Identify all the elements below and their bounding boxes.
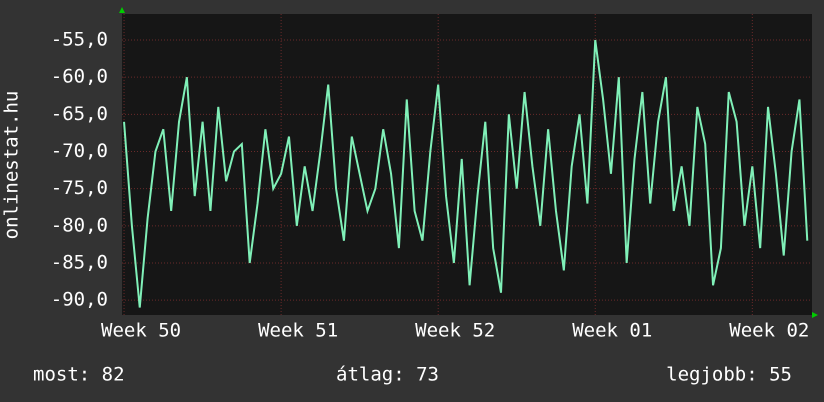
line-series xyxy=(123,39,809,308)
stat-average: átlag: 73 xyxy=(336,364,439,386)
y-tick-label: -55,0 xyxy=(51,29,108,51)
x-tick-label: Week 50 xyxy=(101,320,181,342)
y-tick-label: -75,0 xyxy=(51,177,108,199)
y-axis-label: onlinestat.hu xyxy=(1,91,23,240)
y-tick-label: -65,0 xyxy=(51,103,108,125)
plot-area xyxy=(122,14,812,315)
y-tick-label: -80,0 xyxy=(51,214,108,236)
stat-best: legjobb: 55 xyxy=(666,364,792,386)
y-tick-label: -85,0 xyxy=(51,251,108,273)
x-tick-label: Week 02 xyxy=(729,320,809,342)
x-tick-label: Week 52 xyxy=(415,320,495,342)
x-axis-arrow xyxy=(812,312,818,318)
y-tick-label: -60,0 xyxy=(51,66,108,88)
y-axis-arrow xyxy=(119,7,125,13)
x-tick-label: Week 01 xyxy=(572,320,652,342)
x-tick-label: Week 51 xyxy=(258,320,338,342)
stat-now: most: 82 xyxy=(33,364,125,386)
y-tick-label: -70,0 xyxy=(51,140,108,162)
y-tick-label: -90,0 xyxy=(51,289,108,311)
